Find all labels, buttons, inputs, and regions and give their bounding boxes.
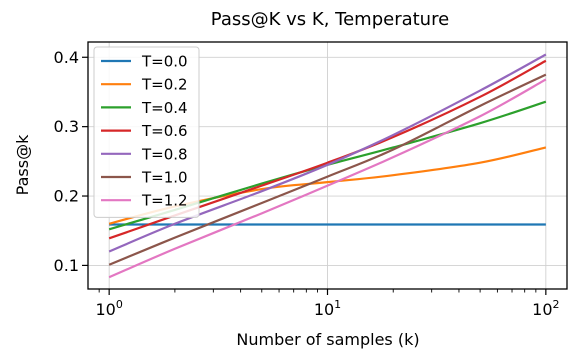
y-tick-label: 0.1 — [54, 256, 79, 275]
legend-label: T=0.8 — [141, 145, 188, 163]
x-tick-label: 101 — [314, 298, 341, 319]
x-axis-label: Number of samples (k) — [236, 330, 419, 349]
y-tick-label: 0.3 — [54, 117, 79, 136]
y-tick-label: 0.2 — [54, 187, 79, 206]
legend-label: T=0.2 — [141, 76, 188, 94]
legend-label: T=1.2 — [141, 192, 188, 210]
series-line — [108, 53, 547, 253]
legend-label: T=0.0 — [141, 53, 188, 71]
x-tick-label: 100 — [95, 298, 122, 319]
y-tick-label: 0.4 — [54, 48, 79, 67]
chart-title: Pass@K vs K, Temperature — [211, 9, 449, 30]
legend-label: T=1.0 — [141, 169, 188, 187]
legend-label: T=0.6 — [141, 122, 188, 140]
y-axis-label: Pass@k — [13, 134, 32, 195]
series-line — [108, 73, 547, 266]
legend-box — [93, 46, 200, 218]
axis-ticks: 100 101 102 0.1 0.2 0.3 0.4 — [54, 48, 560, 319]
legend: T=0.0 T=0.2 T=0.4 T=0.6 T=0.8 T=1.0 T=1.2 — [93, 46, 200, 218]
series-line — [108, 78, 547, 279]
legend-label: T=0.4 — [141, 99, 188, 117]
x-tick-label: 102 — [532, 298, 559, 319]
